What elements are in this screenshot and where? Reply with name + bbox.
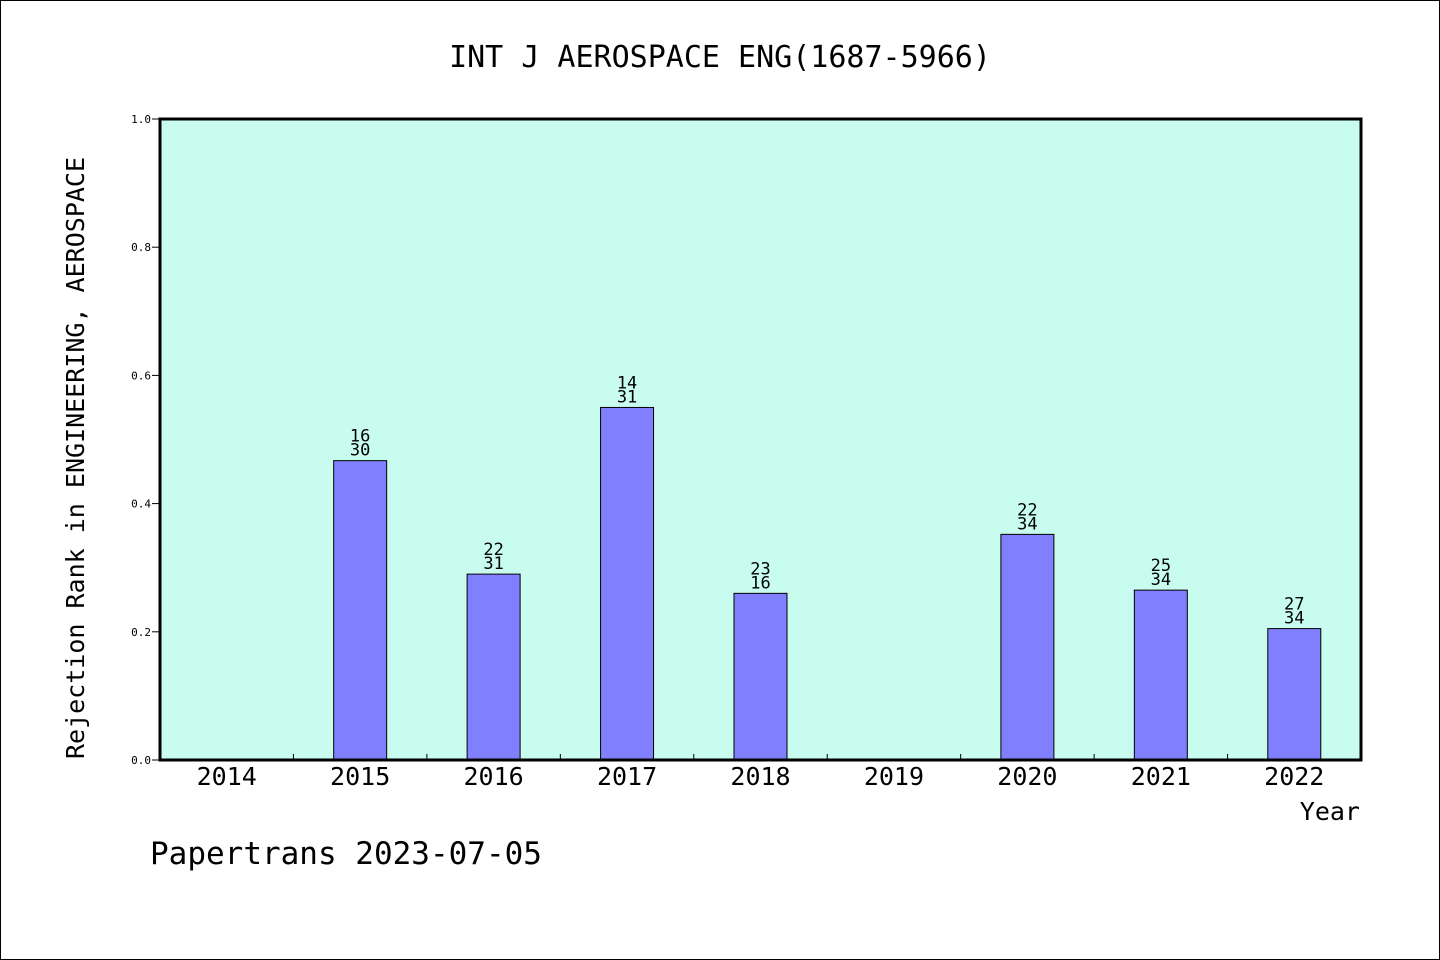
y-tick-label: 0.8 <box>131 241 151 254</box>
bar <box>466 573 521 761</box>
x-tick-label: 2021 <box>1131 762 1191 791</box>
x-axis-label: Year <box>1300 797 1360 826</box>
x-tick-label: 2019 <box>864 762 924 791</box>
y-tick-label: 0.2 <box>131 626 151 639</box>
bar <box>1267 628 1322 761</box>
y-tick-label: 0.6 <box>131 369 151 382</box>
footer-credit: Papertrans 2023-07-05 <box>150 836 542 872</box>
x-tick-label: 2017 <box>597 762 657 791</box>
plot-border <box>158 117 1363 762</box>
x-axis: 2014 2015 2016 2017 2018 2019 2020 2021 2022 <box>197 754 1324 791</box>
bar <box>600 406 655 761</box>
bar-label-bottom: 31 <box>617 387 637 407</box>
bar-label-bottom: 30 <box>350 441 370 461</box>
bar <box>1000 533 1055 761</box>
bar-label-top: 16 <box>350 427 370 447</box>
chart-title: INT J AEROSPACE ENG(1687-5966) <box>449 40 991 75</box>
bar <box>733 592 788 761</box>
x-tick-label: 2016 <box>464 762 524 791</box>
bar-label-bottom: 34 <box>1017 514 1037 534</box>
x-tick-label: 2015 <box>330 762 390 791</box>
x-tick-label: 2022 <box>1264 762 1324 791</box>
bar-label-top: 22 <box>483 540 503 560</box>
bar-label-bottom: 34 <box>1151 570 1171 590</box>
bar-label-top: 27 <box>1284 595 1304 615</box>
x-tick-label: 2018 <box>730 762 790 791</box>
bar-label-top: 25 <box>1151 556 1171 576</box>
bar-label-bottom: 16 <box>750 573 770 593</box>
y-tick-label: 0.0 <box>131 754 151 767</box>
y-axis-label: Rejection Rank in ENGINEERING, AEROSPACE <box>61 157 90 759</box>
bar <box>1133 589 1188 761</box>
x-tick-label: 2020 <box>997 762 1057 791</box>
x-tick-label: 2014 <box>197 762 257 791</box>
y-axis: 0.0 0.2 0.4 0.6 0.8 1.0 <box>131 113 160 767</box>
bar-label-top: 22 <box>1017 500 1037 520</box>
bar-label-top: 14 <box>617 373 637 393</box>
bar <box>333 460 388 761</box>
y-tick-label: 1.0 <box>131 113 151 126</box>
bar-label-bottom: 34 <box>1284 609 1304 629</box>
bar-label-bottom: 31 <box>483 554 503 574</box>
y-tick-label: 0.4 <box>131 498 151 511</box>
bar-label-top: 23 <box>750 559 770 579</box>
